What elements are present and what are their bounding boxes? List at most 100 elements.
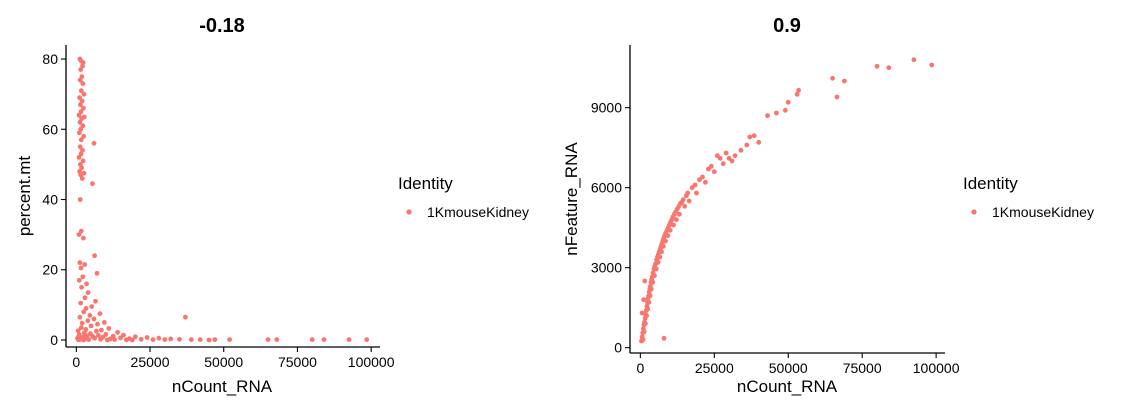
data-point xyxy=(685,190,691,196)
panel-1-y-ticks: 0 20 40 60 80 xyxy=(42,51,66,348)
data-point xyxy=(76,112,82,118)
data-point xyxy=(79,176,85,181)
data-point xyxy=(680,197,686,203)
data-point xyxy=(76,232,82,238)
data-point xyxy=(80,274,86,280)
data-point xyxy=(150,337,156,342)
panel-1-x-axis-label: nCount_RNA xyxy=(172,377,273,396)
data-point xyxy=(655,259,661,265)
data-point xyxy=(81,235,86,241)
data-point xyxy=(96,333,101,338)
panel-2-legend-title: Identity xyxy=(963,174,1018,193)
data-point xyxy=(677,211,682,217)
data-point xyxy=(79,165,84,171)
panel-1-legend-label: 1KmouseKidney xyxy=(427,204,529,220)
data-point xyxy=(77,144,83,150)
data-point xyxy=(723,150,729,156)
data-point xyxy=(765,113,770,119)
data-point xyxy=(711,169,717,175)
data-point xyxy=(76,130,82,136)
panel-1-x-ticks: 0 25000 50000 75000 100000 xyxy=(72,347,395,370)
data-point xyxy=(78,228,84,234)
panel-2-legend: Identity 1KmouseKidney xyxy=(963,174,1094,220)
data-point xyxy=(642,278,648,284)
data-point xyxy=(85,290,91,295)
data-point xyxy=(929,62,935,68)
data-point xyxy=(274,337,280,342)
data-point xyxy=(665,233,671,239)
data-point xyxy=(667,227,673,233)
panel-2-legend-key xyxy=(971,209,977,215)
y-tick-label: 9000 xyxy=(591,100,622,116)
data-point xyxy=(79,116,84,122)
data-point xyxy=(78,265,84,271)
data-point xyxy=(647,293,653,299)
data-point xyxy=(663,238,668,244)
data-point xyxy=(76,277,82,283)
data-point xyxy=(88,323,94,329)
data-point xyxy=(168,336,174,342)
data-point xyxy=(80,147,85,153)
data-point xyxy=(89,304,95,309)
data-point xyxy=(729,158,735,164)
data-point xyxy=(177,336,182,342)
data-point xyxy=(708,163,714,169)
x-tick-label: 100000 xyxy=(348,354,395,370)
panel-percent-mt: -0.18 0 25000 50000 75000 100000 0 20 40 60 80 n… xyxy=(15,15,529,396)
data-point xyxy=(94,328,99,334)
data-point xyxy=(641,297,646,303)
data-point xyxy=(648,286,654,292)
data-point xyxy=(782,107,788,113)
data-point xyxy=(78,300,84,306)
data-point xyxy=(756,139,762,145)
data-point xyxy=(364,337,370,342)
y-tick-label: 60 xyxy=(42,121,58,137)
data-point xyxy=(92,335,97,341)
data-point xyxy=(671,222,676,228)
panel-1-title: -0.18 xyxy=(199,15,245,37)
data-point xyxy=(83,306,89,311)
data-point xyxy=(78,325,84,331)
data-point xyxy=(77,77,83,83)
data-point xyxy=(78,88,84,94)
y-tick-label: 80 xyxy=(42,51,58,67)
data-point xyxy=(121,332,126,338)
data-point xyxy=(796,87,801,93)
data-point xyxy=(118,335,123,341)
data-point xyxy=(732,153,738,159)
x-tick-label: 75000 xyxy=(843,360,882,376)
data-point xyxy=(700,174,705,180)
data-point xyxy=(227,337,233,342)
data-point xyxy=(144,335,150,340)
panel-2-legend-label: 1KmouseKidney xyxy=(992,204,1094,220)
data-point xyxy=(132,334,138,340)
data-point xyxy=(78,151,84,157)
data-point xyxy=(188,337,194,342)
data-point xyxy=(81,91,87,97)
data-point xyxy=(652,273,657,279)
data-point xyxy=(717,155,723,161)
y-tick-label: 0 xyxy=(614,340,622,356)
data-point xyxy=(874,63,880,69)
data-point xyxy=(82,295,88,301)
data-point xyxy=(75,328,81,334)
data-point xyxy=(645,306,651,312)
data-point xyxy=(886,65,892,71)
data-point xyxy=(78,109,84,115)
panel-1-legend-key xyxy=(406,209,412,215)
data-point xyxy=(112,337,117,342)
data-point xyxy=(81,105,86,111)
x-tick-label: 50000 xyxy=(204,354,243,370)
data-point xyxy=(842,78,847,84)
data-point xyxy=(640,337,646,343)
data-point xyxy=(212,337,218,342)
data-point xyxy=(265,337,271,342)
data-point xyxy=(653,266,659,272)
data-point xyxy=(81,133,87,139)
data-point xyxy=(686,198,692,204)
data-point xyxy=(183,314,188,320)
data-point xyxy=(80,123,86,129)
data-point xyxy=(309,337,315,342)
data-point xyxy=(104,337,110,343)
